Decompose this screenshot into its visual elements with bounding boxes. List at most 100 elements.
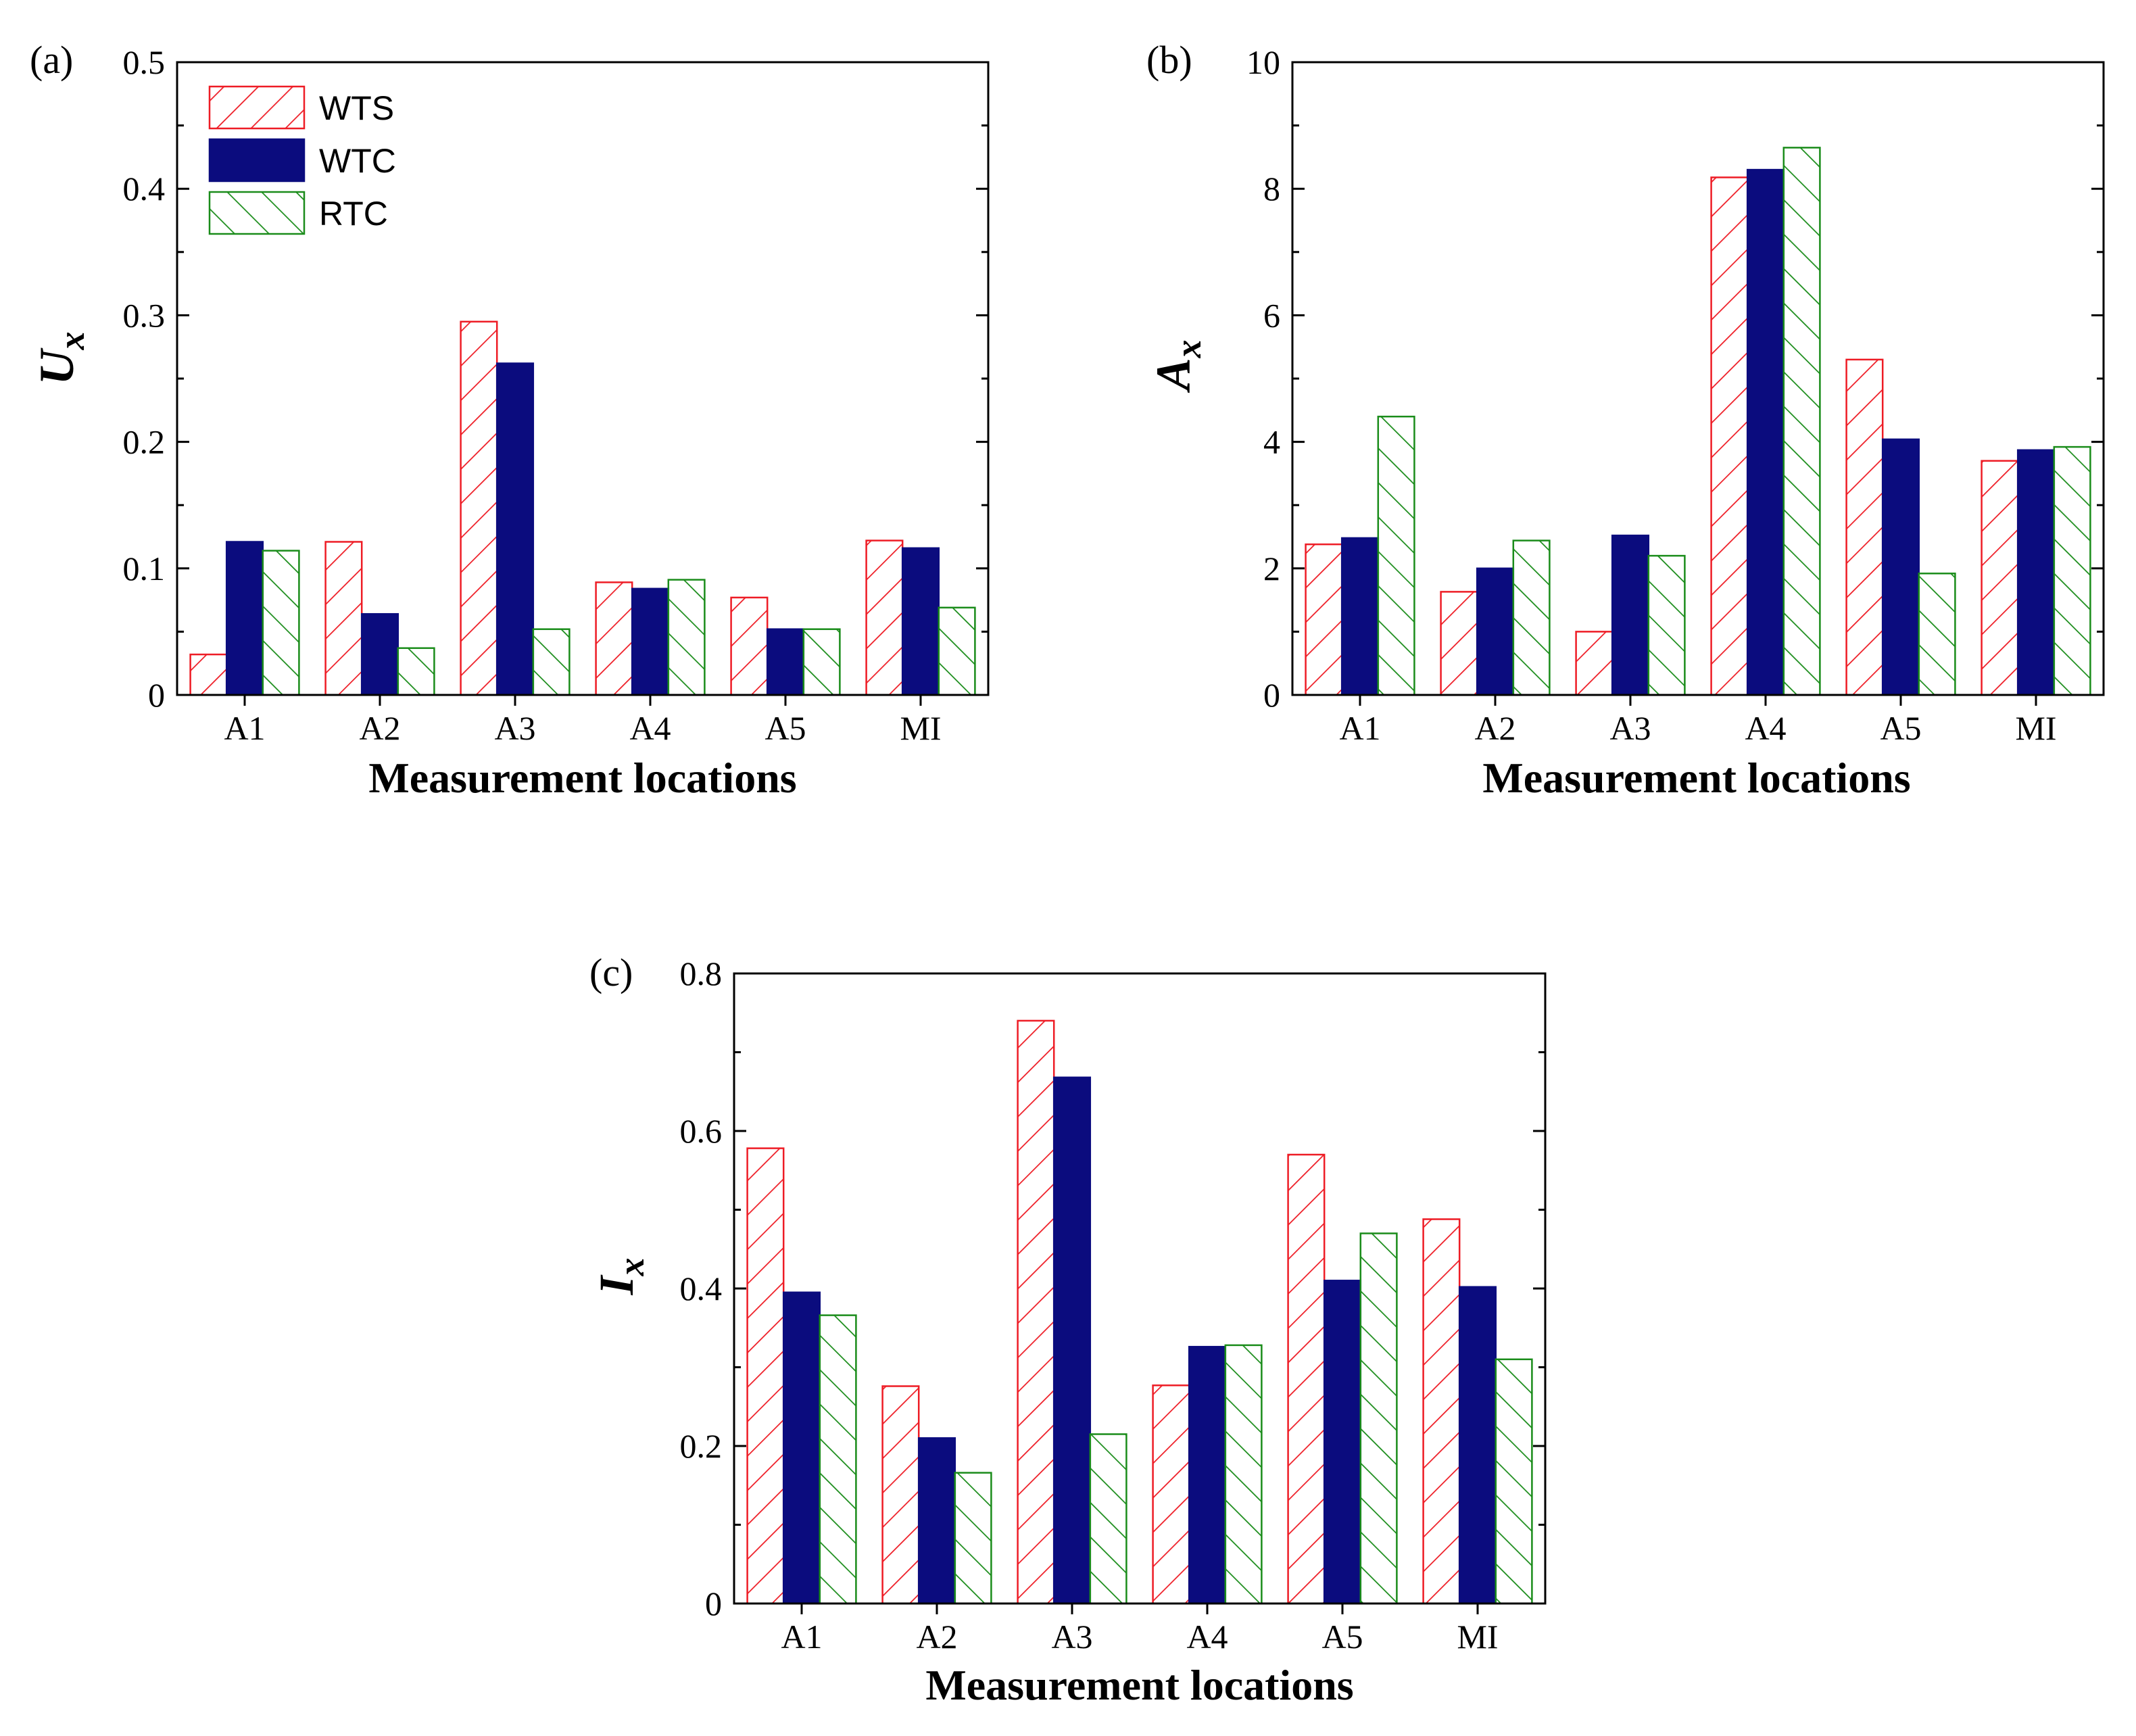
y-tick-label-c: 0: [705, 1585, 722, 1622]
x-tick-label-b-a2: A2: [1474, 709, 1515, 747]
bar-a-wtc-a2: [360, 612, 399, 696]
y-tick-label-c: 0.2: [680, 1427, 723, 1465]
bar-c-wts-a4: [1152, 1384, 1190, 1605]
bar-a-wtc-a4: [631, 587, 670, 696]
bar-a-rtc-a2: [397, 647, 435, 696]
y-axis-title-c: Ix: [589, 1257, 652, 1295]
bar-a-wts-a2: [324, 541, 363, 696]
bar-a-wts-a1: [189, 653, 228, 696]
bar-c-rtc-mi: [1495, 1358, 1533, 1605]
bar-b-wtc-a1: [1340, 537, 1380, 696]
bar-c-wtc-a3: [1052, 1076, 1092, 1605]
bar-b-wtc-mi: [2016, 449, 2056, 696]
y-tick-label-a: 0.1: [123, 550, 166, 587]
bar-b-rtc-a1: [1377, 415, 1415, 696]
x-tick-label-c-a4: A4: [1186, 1618, 1228, 1656]
bar-a-wts-a5: [730, 596, 769, 696]
bar-b-wts-a4: [1710, 176, 1749, 696]
bar-a-wts-a4: [595, 581, 633, 696]
bar-c-wtc-a1: [782, 1291, 821, 1605]
y-tick-label-b: 0: [1263, 676, 1280, 714]
bar-a-rtc-mi: [938, 606, 976, 696]
bar-c-wts-a3: [1017, 1019, 1055, 1605]
bar-b-wtc-a5: [1881, 438, 1920, 696]
bar-c-rtc-a4: [1224, 1344, 1263, 1605]
legend-label-wts: WTS: [319, 89, 394, 127]
y-tick-label-b: 8: [1263, 170, 1280, 208]
x-tick-label-b-a3: A3: [1609, 709, 1651, 747]
bar-a-wts-mi: [865, 539, 904, 696]
bar-c-rtc-a3: [1089, 1433, 1127, 1605]
y-tick-label-b: 6: [1263, 296, 1280, 334]
x-axis-title-c: Measurement locations: [925, 1661, 1353, 1709]
y-tick-label-b: 2: [1263, 550, 1280, 587]
y-tick-label-a: 0.5: [123, 43, 166, 81]
bar-c-rtc-a5: [1359, 1232, 1398, 1605]
bar-b-rtc-a3: [1647, 554, 1686, 696]
y-axis-title-a: Ux: [30, 332, 92, 385]
bar-b-wts-mi: [1981, 460, 2019, 696]
bar-c-wts-a1: [746, 1147, 785, 1605]
panel-label-c: (c): [589, 950, 633, 994]
x-tick-label-a-a4: A4: [629, 709, 671, 747]
panel-b: (b) Ax Measurement locations 0 2 4 6 8 10 A1 A2…: [1146, 38, 2105, 802]
x-tick-label-b-a1: A1: [1339, 709, 1380, 747]
panel-label-a: (a): [30, 38, 73, 82]
bar-c-wtc-a4: [1188, 1345, 1227, 1605]
bar-b-wts-a1: [1305, 543, 1343, 696]
x-tick-label-a-a5: A5: [764, 709, 806, 747]
bar-a-wtc-a3: [495, 362, 535, 696]
y-tick-label-a: 0.4: [123, 170, 166, 208]
bar-c-wtc-mi: [1458, 1286, 1497, 1605]
x-tick-label-a-a2: A2: [359, 709, 400, 747]
bar-a-wtc-a1: [225, 541, 264, 696]
x-axis-title-b: Measurement locations: [1482, 754, 1910, 802]
legend-swatch-wtc: [208, 138, 306, 183]
bar-a-wtc-mi: [901, 547, 940, 696]
bar-a-wtc-a5: [766, 628, 805, 696]
y-tick-label-c: 0.8: [680, 955, 723, 992]
bar-b-wtc-a2: [1476, 567, 1515, 696]
plot-area-b: 0 2 4 6 8 10 A1 A2 A3 A4 A5 MI: [1246, 43, 2105, 747]
y-axis-title-b: Ax: [1146, 339, 1209, 393]
x-tick-label-c-a3: A3: [1051, 1618, 1092, 1656]
x-axis-title-a: Measurement locations: [368, 754, 796, 802]
bar-c-rtc-a2: [954, 1472, 992, 1605]
plot-area-c: 0 0.2 0.4 0.6 0.8 A1 A2 A3 A4 A5 MI: [680, 955, 1547, 1656]
bar-b-rtc-a2: [1512, 539, 1551, 696]
bar-c-wts-a2: [881, 1385, 920, 1605]
y-tick-label-a: 0: [148, 676, 165, 714]
legend-swatch-wts: [208, 85, 306, 130]
x-tick-label-b-a4: A4: [1745, 709, 1786, 747]
panel-label-b: (b): [1146, 38, 1192, 82]
bar-b-wts-a3: [1575, 631, 1613, 696]
x-tick-label-c-a5: A5: [1321, 1618, 1363, 1656]
y-tick-label-a: 0.3: [123, 296, 166, 334]
bar-c-rtc-a1: [819, 1314, 857, 1605]
bar-a-wts-a3: [460, 320, 498, 696]
legend-label-rtc: RTC: [319, 195, 388, 233]
bar-b-wtc-a4: [1746, 168, 1785, 696]
bar-b-rtc-mi: [2053, 445, 2091, 696]
panel-c: (c) Ix Measurement locations 0 0.2 0.4 0.6 0…: [589, 950, 1547, 1709]
y-tick-label-b: 4: [1263, 423, 1280, 461]
bar-c-wts-a5: [1287, 1153, 1326, 1605]
bar-a-rtc-a1: [262, 550, 300, 696]
bar-b-wts-a2: [1440, 591, 1478, 696]
x-tick-label-b-mi: MI: [2015, 709, 2056, 747]
plot-area-a: 0 0.1 0.2 0.3 0.4 0.5 A1 A2 A3 A4 A5 MI: [123, 43, 990, 747]
x-tick-label-a-mi: MI: [900, 709, 941, 747]
x-tick-label-c-mi: MI: [1457, 1618, 1498, 1656]
x-tick-label-a-a1: A1: [224, 709, 265, 747]
y-tick-label-a: 0.2: [123, 423, 166, 461]
x-tick-label-a-a3: A3: [494, 709, 535, 747]
x-tick-label-c-a1: A1: [781, 1618, 822, 1656]
bar-a-rtc-a3: [532, 628, 571, 696]
y-tick-label-c: 0.6: [680, 1112, 723, 1150]
legend-label-wtc: WTC: [319, 142, 396, 180]
legend: WTS WTC RTC: [208, 85, 396, 235]
legend-swatch-rtc: [208, 191, 306, 235]
y-tick-label-b: 10: [1246, 43, 1280, 81]
y-tick-label-c: 0.4: [680, 1270, 723, 1307]
